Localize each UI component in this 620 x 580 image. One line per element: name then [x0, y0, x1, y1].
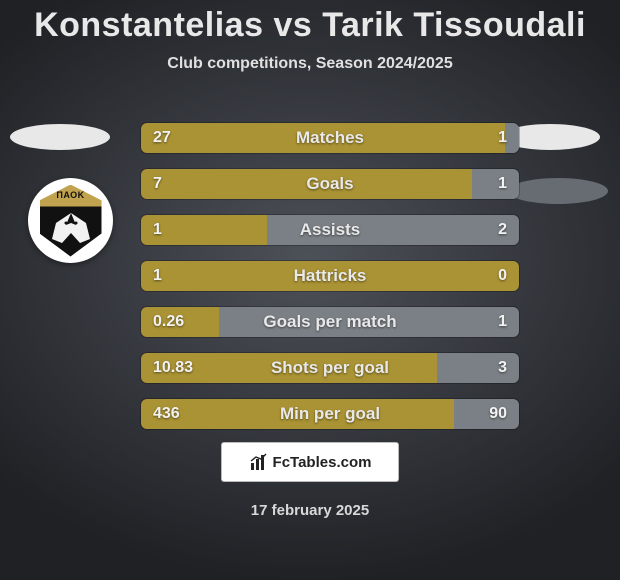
stat-label: Shots per goal [141, 353, 519, 383]
stat-value-right: 1 [498, 307, 507, 337]
stat-row: Goals7 1 [140, 168, 520, 200]
comparison-infographic: Konstantelias vs Tarik Tissoudali Club c… [0, 0, 620, 580]
club-crest-text: ΠΑΟΚ [56, 190, 84, 200]
stat-value-right: 1 [498, 123, 507, 153]
stat-label: Goals per match [141, 307, 519, 337]
stats-panel: Matches271Goals71Assists12Hattricks10Goa… [140, 122, 520, 444]
page-title: Konstantelias vs Tarik Tissoudali [0, 6, 620, 45]
stat-label: Goals [141, 169, 519, 199]
stat-label: Matches [141, 123, 519, 153]
stat-value-left: 0.26 [153, 307, 184, 337]
stat-row: Matches27 1 [140, 122, 520, 154]
decorative-ellipse [508, 178, 608, 204]
stat-row: Shots per goal10.83 3 [140, 352, 520, 384]
chart-icon [249, 452, 269, 472]
eagle-icon [48, 209, 94, 249]
stat-value-left: 436 [153, 399, 180, 429]
watermark-text: FcTables.com [273, 454, 372, 471]
stat-label: Hattricks [141, 261, 519, 291]
stat-value-left: 27 [153, 123, 171, 153]
stat-value-right: 3 [498, 353, 507, 383]
stat-value-right: 1 [498, 169, 507, 199]
stat-row: Assists1 2 [140, 214, 520, 246]
club-logo-left: ΠΑΟΚ [28, 178, 113, 263]
stat-value-right: 90 [489, 399, 507, 429]
subtitle: Club competitions, Season 2024/2025 [0, 55, 620, 73]
stat-value-right: 0 [498, 261, 507, 291]
stat-value-left: 7 [153, 169, 162, 199]
club-crest: ΠΑΟΚ [40, 185, 102, 257]
stat-value-right: 2 [498, 215, 507, 245]
watermark-badge: FcTables.com [221, 442, 399, 482]
stat-row: Goals per match0.26 1 [140, 306, 520, 338]
stat-row: Hattricks1 0 [140, 260, 520, 292]
stat-label: Assists [141, 215, 519, 245]
decorative-ellipse [10, 124, 110, 150]
stat-value-left: 1 [153, 215, 162, 245]
stat-label: Min per goal [141, 399, 519, 429]
stat-value-left: 1 [153, 261, 162, 291]
stat-row: Min per goal436 90 [140, 398, 520, 430]
stat-value-left: 10.83 [153, 353, 193, 383]
footer-date: 17 february 2025 [0, 502, 620, 519]
